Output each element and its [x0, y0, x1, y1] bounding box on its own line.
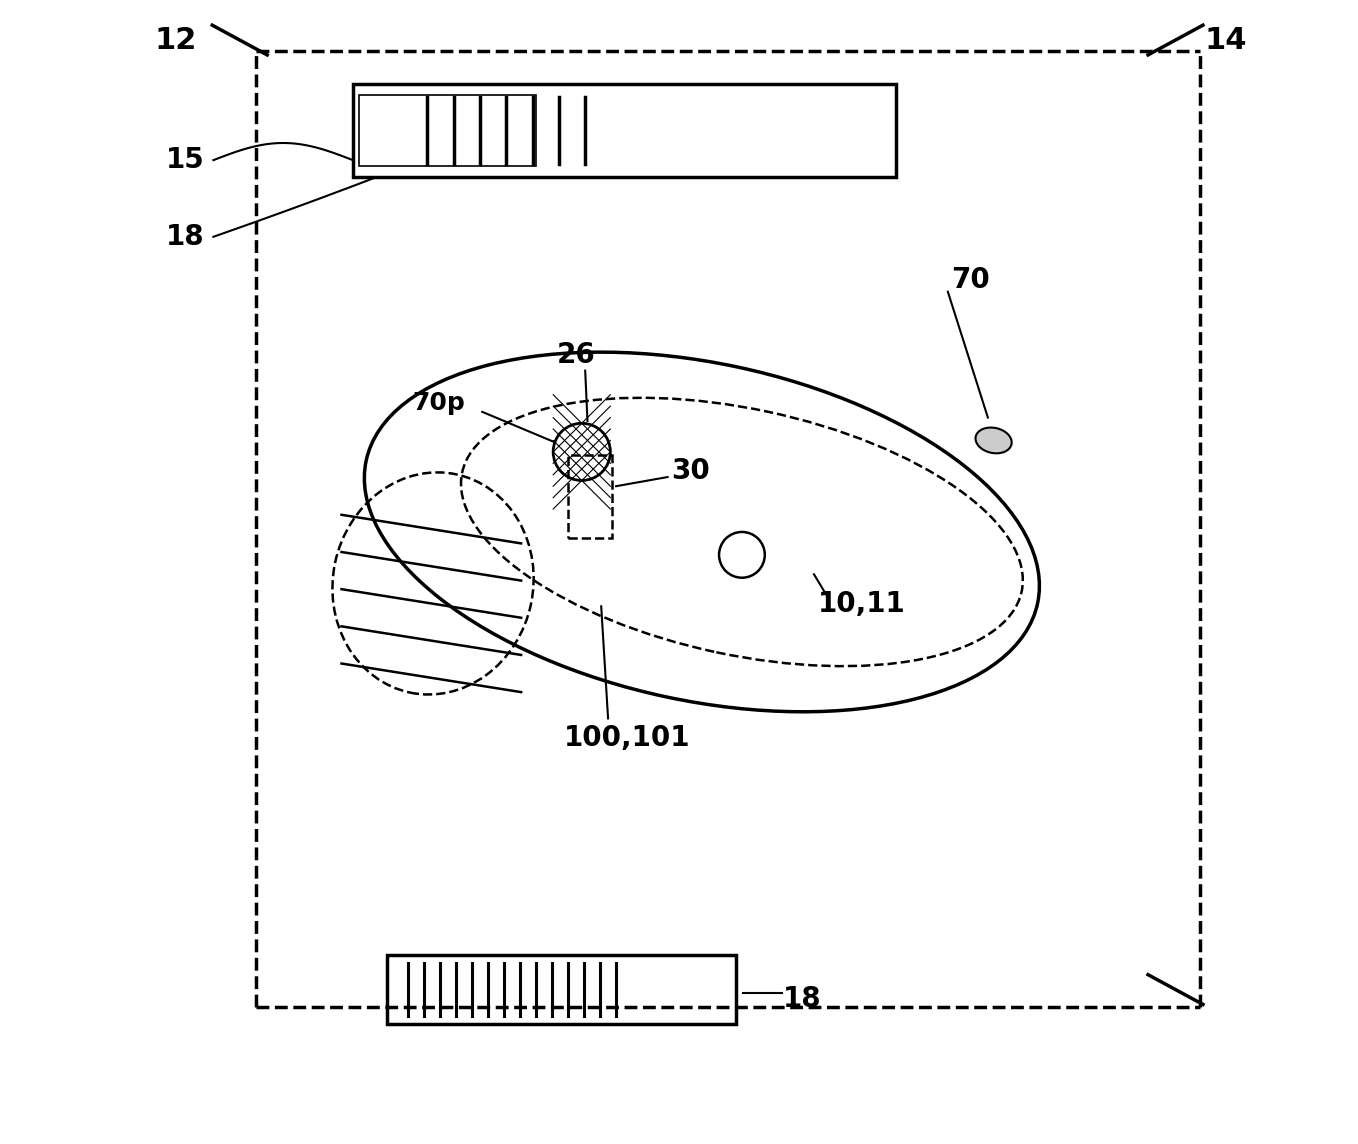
Circle shape	[718, 532, 765, 578]
Text: 14: 14	[1205, 25, 1247, 55]
Text: 26: 26	[557, 341, 595, 368]
FancyBboxPatch shape	[359, 95, 536, 166]
Text: 18: 18	[166, 223, 204, 251]
Text: 100,101: 100,101	[565, 724, 691, 752]
Ellipse shape	[364, 352, 1039, 712]
Ellipse shape	[975, 428, 1012, 453]
Text: 70p: 70p	[413, 391, 466, 414]
Text: 12: 12	[155, 25, 197, 55]
FancyBboxPatch shape	[387, 955, 736, 1024]
FancyBboxPatch shape	[353, 84, 896, 177]
Circle shape	[553, 423, 610, 480]
Text: 30: 30	[671, 458, 710, 485]
Text: 18: 18	[784, 985, 822, 1012]
Text: 70: 70	[952, 267, 990, 294]
Text: 10,11: 10,11	[818, 590, 906, 618]
Text: 15: 15	[166, 146, 204, 174]
